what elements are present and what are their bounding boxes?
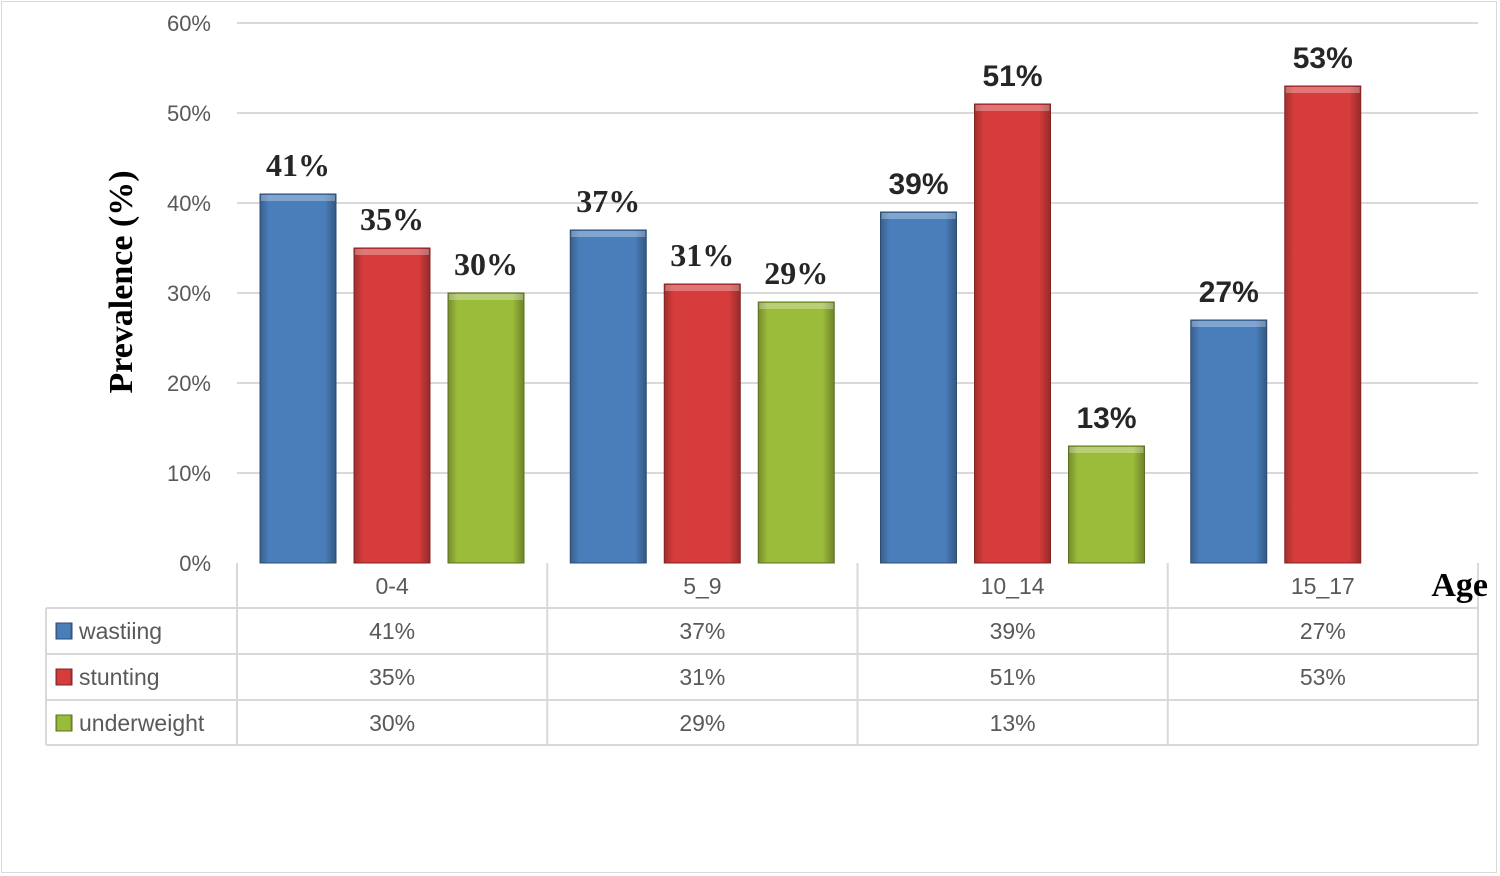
- bar-highlight: [1191, 321, 1266, 327]
- y-tick-label: 30%: [167, 281, 211, 306]
- table-cell: 53%: [1300, 664, 1346, 690]
- bar-stunting-10_14: [974, 103, 1051, 564]
- bar-highlight: [355, 249, 429, 255]
- table-cell: 30%: [369, 710, 415, 736]
- data-label: 41%: [266, 147, 330, 183]
- table-cell: 39%: [990, 618, 1036, 644]
- data-label: 35%: [360, 201, 424, 237]
- table-cell: 51%: [990, 664, 1036, 690]
- bar-wastiing-5_9: [569, 229, 647, 564]
- bar-highlight: [759, 303, 834, 309]
- data-label: 53%: [1293, 42, 1353, 75]
- data-label: 39%: [888, 168, 948, 201]
- bar-underweight-10_14: [1068, 445, 1145, 564]
- x-tick-label: 5_9: [683, 573, 721, 599]
- bar-highlight: [881, 213, 956, 219]
- bar-highlight: [665, 285, 740, 291]
- y-tick-label: 10%: [167, 461, 211, 486]
- data-label: 31%: [670, 237, 734, 273]
- bar-wastiing-15_17: [1190, 319, 1268, 564]
- table-cell: 35%: [369, 664, 415, 690]
- x-tick-label: 0-4: [376, 573, 409, 599]
- table-cell: 31%: [679, 664, 725, 690]
- data-label: 37%: [576, 183, 640, 219]
- bar-wastiing-10_14: [880, 211, 957, 564]
- y-axis-label: Prevalence (%): [103, 170, 140, 393]
- y-tick-label: 20%: [167, 371, 211, 396]
- data-label: 51%: [982, 60, 1042, 93]
- y-tick-label: 0%: [179, 551, 211, 576]
- bar-highlight: [1069, 447, 1144, 453]
- bar-highlight: [975, 105, 1050, 111]
- legend-swatch-stunting: [55, 668, 73, 686]
- bar-stunting-0-4: [353, 247, 431, 564]
- legend-swatch-wastiing: [55, 622, 73, 640]
- y-tick-label: 40%: [167, 191, 211, 216]
- data-label: 13%: [1076, 402, 1136, 435]
- data-label: 27%: [1199, 276, 1259, 309]
- table-cell: 41%: [369, 618, 415, 644]
- x-axis-label: Age: [1431, 567, 1488, 604]
- bar-stunting-5_9: [663, 283, 741, 564]
- bar-wastiing-0-4: [259, 193, 337, 564]
- bar-highlight: [449, 294, 523, 300]
- bar-highlight: [261, 195, 335, 201]
- data-label: 30%: [454, 246, 518, 282]
- legend-label: wastiing: [78, 618, 162, 644]
- table-cell: 37%: [679, 618, 725, 644]
- legend-label: stunting: [79, 664, 160, 690]
- legend-swatch-underweight: [55, 714, 73, 732]
- data-label: 29%: [764, 255, 828, 291]
- x-tick-label: 10_14: [981, 573, 1045, 599]
- table-cell: 13%: [990, 710, 1036, 736]
- x-tick-label: 15_17: [1291, 573, 1355, 599]
- bar-highlight: [1285, 87, 1360, 93]
- bar-underweight-0-4: [447, 292, 525, 564]
- legend-label: underweight: [79, 710, 205, 736]
- table-cell: 27%: [1300, 618, 1346, 644]
- y-tick-label: 50%: [167, 101, 211, 126]
- y-tick-label: 60%: [167, 11, 211, 36]
- bar-underweight-5_9: [757, 301, 835, 564]
- table-cell: 29%: [679, 710, 725, 736]
- bar-highlight: [571, 231, 646, 237]
- bar-stunting-15_17: [1284, 85, 1362, 564]
